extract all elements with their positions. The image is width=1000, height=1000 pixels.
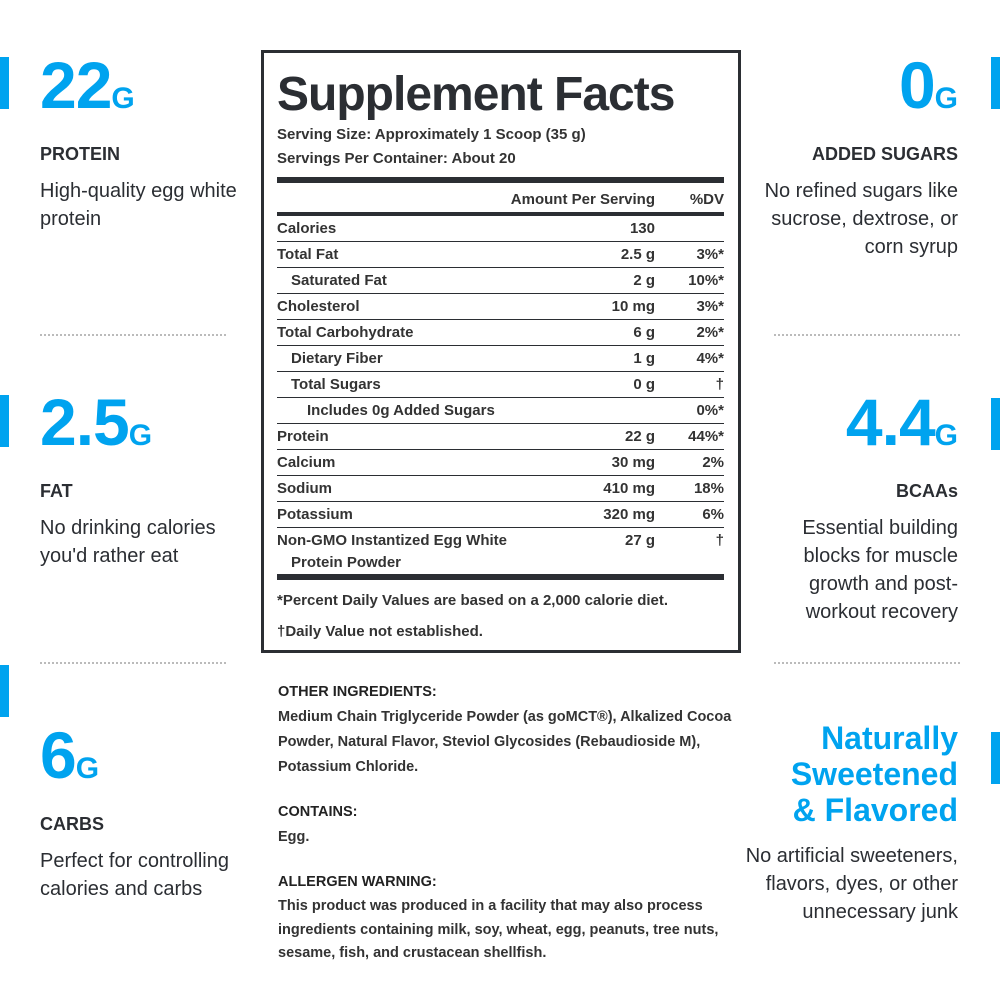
nutrient-amount: 0 g xyxy=(633,376,655,393)
facts-row: Includes 0g Added Sugars 0%* xyxy=(277,397,724,423)
facts-row: Cholesterol 10 mg 3%* xyxy=(277,293,724,319)
accent-bar xyxy=(991,398,1000,450)
stat-added-sugars: 0G ADDED SUGARS No refined sugars like su… xyxy=(764,48,958,258)
nutrient-name: Total Sugars xyxy=(291,376,381,393)
nutrient-name-cont: Protein Powder xyxy=(291,554,402,571)
nutrient-dv: 6% xyxy=(702,506,724,523)
facts-row: Calories 130 xyxy=(277,216,724,241)
nutrient-dv: 10%* xyxy=(688,272,724,289)
nutrient-dv: 18% xyxy=(693,480,724,497)
nutrient-amount: 130 xyxy=(629,220,655,237)
nutrient-amount: 30 mg xyxy=(611,454,655,471)
nutrient-dv: 2%* xyxy=(696,324,724,341)
nutrient-amount: 10 mg xyxy=(611,298,655,315)
nutrient-amount xyxy=(555,398,655,423)
divider xyxy=(774,662,960,664)
divider xyxy=(774,334,960,336)
facts-row: Saturated Fat 2 g 10%* xyxy=(277,267,724,293)
nutrient-amount: 6 g xyxy=(633,324,655,341)
ingredients: OTHER INGREDIENTS: Medium Chain Triglycer… xyxy=(278,684,732,961)
facts-row: Non-GMO Instantized Egg White Protein Pow… xyxy=(277,527,724,574)
nutrient-dv: 2% xyxy=(702,454,724,471)
nutrient-name: Potassium xyxy=(277,506,353,523)
nutrient-name: Calories xyxy=(277,220,337,237)
facts-row: Total Sugars 0 g † xyxy=(277,371,724,397)
stat-bcaas: 4.4G BCAAs Essential building blocks for … xyxy=(802,385,958,623)
accent-bar xyxy=(0,395,9,447)
facts-header: Amount Per Serving %DV xyxy=(277,187,724,216)
nutrient-name: Cholesterol xyxy=(277,298,360,315)
facts-title: Supplement Facts xyxy=(277,68,675,121)
nutrient-dv: 4%* xyxy=(696,350,724,367)
stat-fat: 2.5G FAT No drinking calories you'd rathe… xyxy=(40,385,216,567)
nutrient-name: Sodium xyxy=(277,480,332,497)
facts-row: Calcium 30 mg 2% xyxy=(277,449,724,475)
nutrient-name: Saturated Fat xyxy=(291,272,387,289)
stat-protein: 22G PROTEIN High-quality egg white protei… xyxy=(40,48,237,230)
nutrient-dv: 3%* xyxy=(696,246,724,263)
accent-bar xyxy=(991,57,1000,109)
nutrient-name: Calcium xyxy=(277,454,336,471)
nutrient-amount: 2.5 g xyxy=(620,246,655,263)
accent-bar xyxy=(0,665,9,717)
supplement-facts-panel: Supplement Facts Serving Size: Approxima… xyxy=(261,50,741,653)
nutrient-dv: 0%* xyxy=(696,402,724,419)
divider xyxy=(40,334,226,336)
nutrient-amount: 2 g xyxy=(633,272,655,289)
nutrient-amount: 410 mg xyxy=(603,480,655,497)
nutrient-name: Total Fat xyxy=(277,246,339,263)
facts-row: Protein 22 g 44%* xyxy=(277,423,724,449)
facts-row: Potassium 320 mg 6% xyxy=(277,501,724,527)
accent-bar xyxy=(0,57,9,109)
nutrient-dv: † xyxy=(715,376,724,393)
nutrient-name: Non-GMO Instantized Egg White xyxy=(277,532,507,549)
nutrient-dv: 3%* xyxy=(696,298,724,315)
divider xyxy=(40,662,226,664)
divider xyxy=(277,574,724,580)
nutrient-amount: 22 g xyxy=(624,428,655,445)
accent-bar xyxy=(991,732,1000,784)
nutrient-name: Dietary Fiber xyxy=(291,350,383,367)
nutrient-dv: 44%* xyxy=(688,428,724,445)
stat-carbs: 6G CARBS Perfect for controlling calories… xyxy=(40,718,229,900)
nutrient-name: Protein xyxy=(277,428,329,445)
facts-row: Dietary Fiber 1 g 4%* xyxy=(277,345,724,371)
nutrient-name: Total Carbohydrate xyxy=(277,324,414,341)
nutrient-dv: † xyxy=(715,532,724,549)
nutrient-amount: 27 g xyxy=(624,532,655,549)
facts-row: Total Carbohydrate 6 g 2%* xyxy=(277,319,724,345)
stat-natural: Naturally Sweetened & Flavored No artifici… xyxy=(745,720,958,923)
facts-row: Sodium 410 mg 18% xyxy=(277,475,724,501)
facts-row: Total Fat 2.5 g 3%* xyxy=(277,241,724,267)
divider xyxy=(277,177,724,183)
nutrient-dv xyxy=(655,216,724,241)
nutrient-amount: 320 mg xyxy=(603,506,655,523)
nutrient-name: Includes 0g Added Sugars xyxy=(307,402,495,419)
nutrient-amount: 1 g xyxy=(633,350,655,367)
